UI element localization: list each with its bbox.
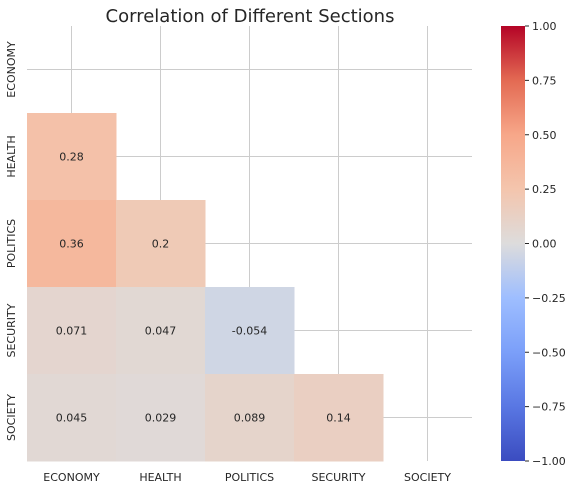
chart-title: Correlation of Different Sections [106,6,395,27]
cell-label-society-economy: 0.045 [56,412,88,425]
heatmap-cell-society-politics [205,374,295,462]
y-tick-label-society: SOCIETY [5,394,18,441]
heatmap-cell-society-security [294,374,384,462]
y-tick-label-politics: POLITICS [5,219,18,268]
colorbar-tick-label: 0.50 [532,129,557,142]
x-tick-label-security: SECURITY [312,471,366,484]
x-tick-label-economy: ECONOMY [43,471,100,484]
y-tick-labels: ECONOMY HEALTH POLITICS SECURITY SOCIETY [5,41,18,441]
cell-label-society-health: 0.029 [145,412,177,425]
heatmap-cell-security-politics [205,287,295,375]
colorbar-tick-label: −1.00 [532,455,566,468]
colorbar-tick-label: 0.25 [532,183,557,196]
cell-label-society-security: 0.14 [326,412,351,425]
y-tick-label-economy: ECONOMY [5,41,18,98]
heatmap-cell-society-economy [27,374,117,462]
cell-label-security-politics: -0.054 [232,325,267,338]
heatmap-cells [27,113,384,462]
cell-label-health-economy: 0.28 [59,151,84,164]
heatmap-cell-security-health [116,287,206,375]
colorbar-tick-label: 1.00 [532,20,557,33]
cell-label-politics-health: 0.2 [152,238,170,251]
cell-label-society-politics: 0.089 [234,412,266,425]
y-tick-label-health: HEALTH [5,135,18,177]
cell-annotations: 0.28 0.36 0.2 0.071 0.047 -0.054 0.045 0.029 0.0… [56,151,351,425]
colorbar-tick-label: −0.50 [532,346,566,359]
y-tick-label-security: SECURITY [5,303,18,357]
colorbar-tick-label: 0.75 [532,74,557,87]
heatmap-cell-security-economy [27,287,117,375]
heatmap-cell-health-economy [27,113,117,201]
x-tick-labels: ECONOMY HEALTH POLITICS SECURITY SOCIETY [43,471,451,484]
cell-label-security-health: 0.047 [145,325,177,338]
colorbar-gradient [501,26,525,461]
colorbar [501,26,525,461]
cell-label-politics-economy: 0.36 [59,238,84,251]
colorbar-tick-label: −0.75 [532,401,566,414]
x-tick-label-society: SOCIETY [404,471,451,484]
heatmap-cell-politics-economy [27,200,117,288]
x-tick-label-politics: POLITICS [225,471,274,484]
x-tick-label-health: HEALTH [139,471,181,484]
colorbar-tick-labels: 1.00 0.75 0.50 0.25 0.00 −0.25 −0.50 −0.75 −1.00 [525,20,566,468]
heatmap-cell-politics-health [116,200,206,288]
colorbar-tick-label: −0.25 [532,292,566,305]
heatmap-cell-society-health [116,374,206,462]
colorbar-tick-label: 0.00 [532,238,557,251]
cell-label-security-economy: 0.071 [56,325,88,338]
